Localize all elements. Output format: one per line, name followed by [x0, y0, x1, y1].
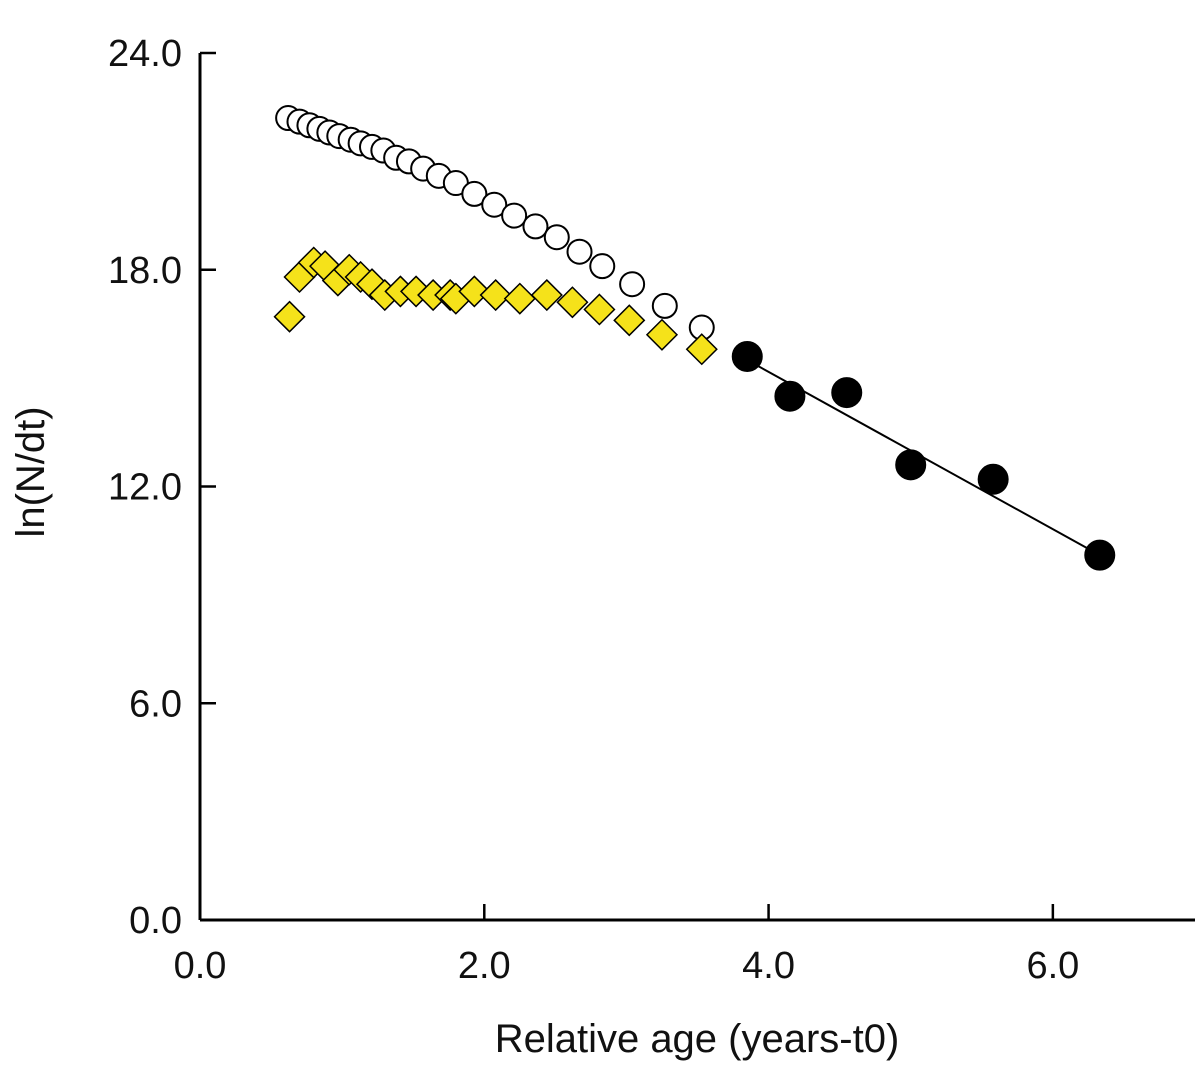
open-circle-point [619, 271, 646, 298]
y-tick-label: 24.0 [108, 33, 182, 75]
black-circle-point [977, 463, 1009, 495]
open-circle-point [566, 238, 593, 265]
open-circle-point [543, 224, 570, 251]
series-yellow-layer [273, 246, 718, 366]
y-tick-label: 18.0 [108, 250, 182, 292]
x-tick-label: 0.0 [174, 945, 227, 987]
x-tick-label: 4.0 [742, 945, 795, 987]
black-circle-point [731, 340, 763, 372]
yellow-diamond-point [556, 286, 589, 319]
open-circle-point [651, 292, 678, 319]
open-circle-point [589, 253, 616, 280]
y-tick-label: 12.0 [108, 467, 182, 509]
x-ticks: 0.0 2.0 4.0 6.0 [174, 904, 1079, 987]
yellow-diamond-point [503, 282, 536, 315]
yellow-diamond-point [685, 333, 718, 366]
y-ticks: 0.0 6.0 12.0 18.0 24.0 [108, 33, 216, 942]
series-open-layer [275, 105, 715, 341]
black-circle-point [831, 377, 863, 409]
yellow-diamond-point [273, 300, 306, 333]
x-axis-label: Relative age (years-t0) [495, 1017, 900, 1061]
yellow-diamond-point [530, 278, 563, 312]
black-circle-point [774, 380, 806, 412]
yellow-diamond-point [458, 275, 491, 308]
open-circle-point [501, 202, 528, 229]
open-circle-point [461, 180, 488, 207]
yellow-diamond-point [583, 293, 616, 326]
y-tick-label: 0.0 [129, 900, 182, 942]
y-axis-label: ln(N/dt) [9, 406, 53, 537]
series-black-layer [731, 340, 1116, 571]
x-tick-label: 2.0 [458, 945, 511, 987]
black-circle-point [895, 449, 927, 481]
yellow-diamond-point [645, 318, 679, 351]
x-tick-label: 6.0 [1026, 945, 1079, 987]
yellow-diamond-point [479, 278, 512, 312]
y-tick-label: 6.0 [129, 683, 182, 725]
black-circle-point [1084, 539, 1116, 571]
open-circle-point [481, 191, 508, 218]
yellow-diamond-point [613, 304, 646, 337]
open-circle-point [522, 213, 549, 240]
